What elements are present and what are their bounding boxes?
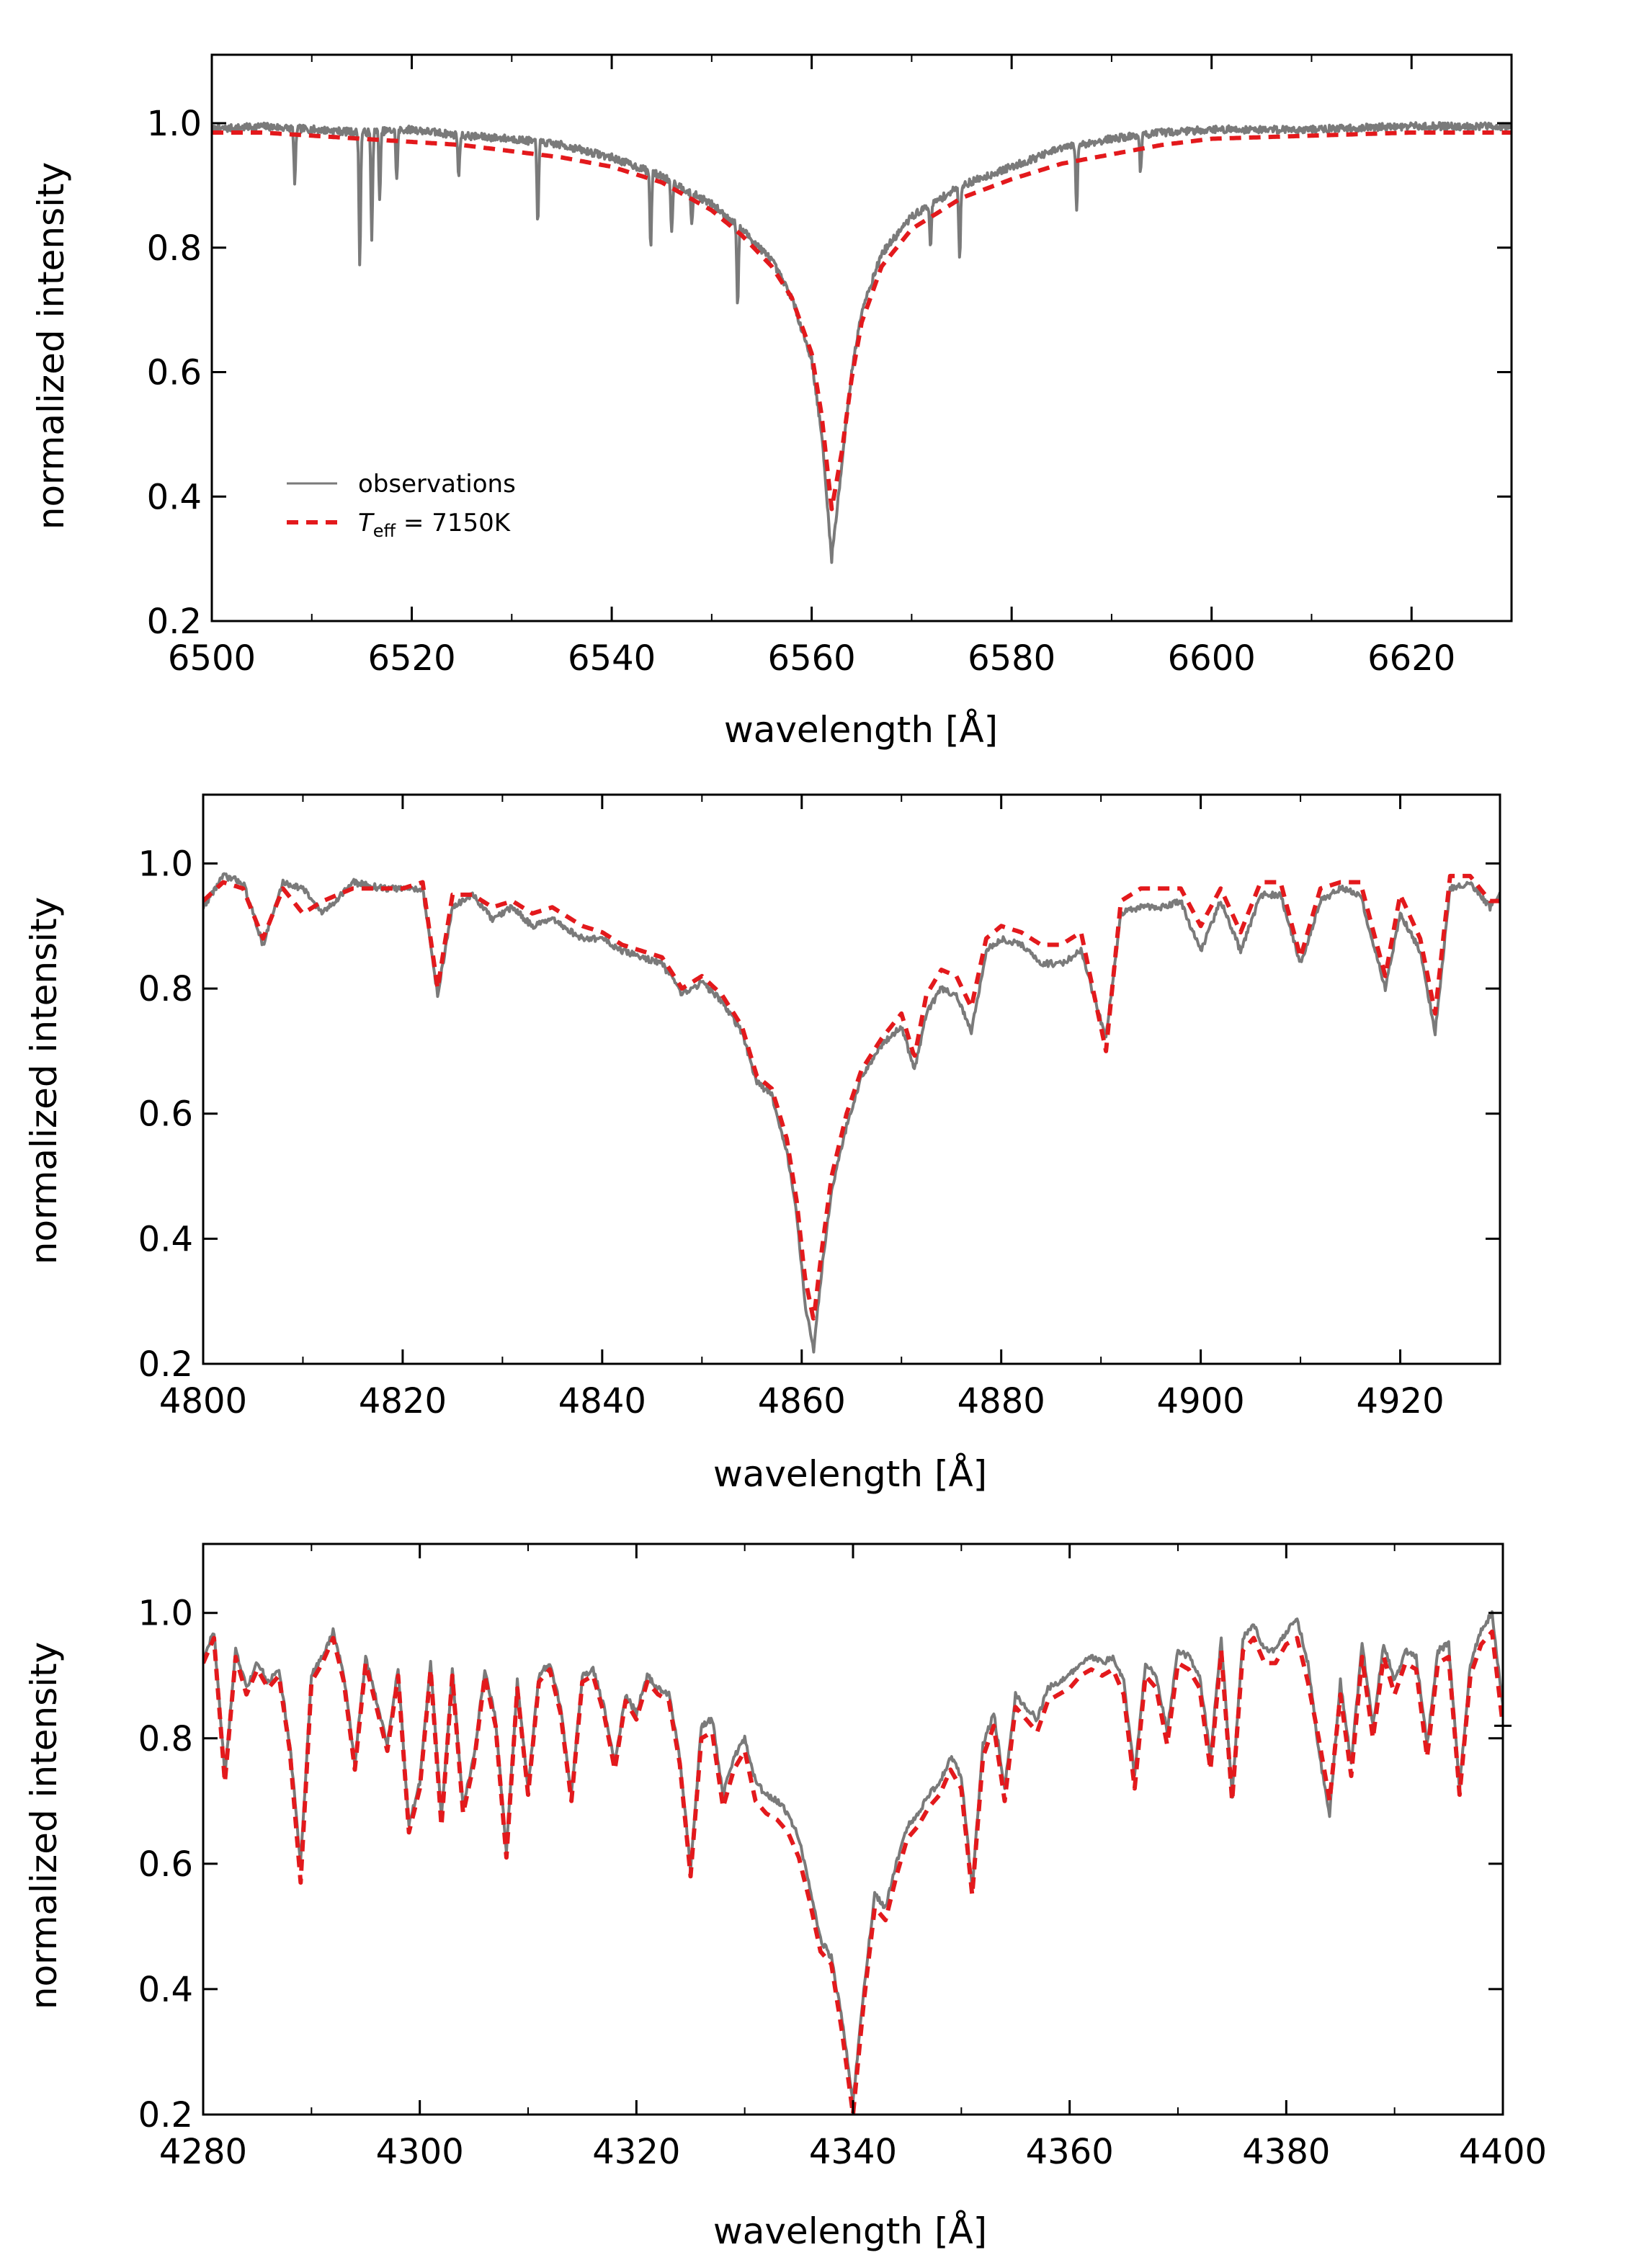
y-tick-label: 0.2: [138, 2095, 193, 2135]
series-observations-line: [203, 872, 1500, 1354]
legend-observations-label: observations: [358, 470, 516, 499]
x-tick-label: 4880: [957, 1381, 1045, 1421]
x-axis-title: wavelength [Å]: [724, 709, 998, 751]
x-tick-label: 4400: [1459, 2132, 1547, 2172]
plot-frame: [210, 53, 1513, 622]
x-tick-label: 4380: [1242, 2132, 1330, 2172]
series-model-line: [203, 1629, 1503, 2115]
x-tick-label: 6600: [1168, 638, 1256, 679]
y-axis-title: normalized intensity: [23, 1642, 65, 2010]
y-tick-label: 0.6: [138, 1844, 193, 1885]
x-axis-title: wavelength [Å]: [713, 2210, 987, 2252]
legend: observations Teff = 7150K: [287, 470, 516, 541]
series-model-line: [212, 130, 1512, 512]
y-tick-label: 1.0: [147, 104, 202, 144]
x-tick-label: 6580: [968, 638, 1055, 679]
x-tick-label: 6620: [1367, 638, 1455, 679]
plot-frame: [202, 793, 1501, 1365]
x-tick-label: 4320: [592, 2132, 680, 2172]
x-tick-label: 4840: [558, 1381, 646, 1421]
panel-h-beta: normalized intensity wavelength [Å] 4800…: [23, 793, 1501, 1495]
series-observations-line: [212, 121, 1512, 564]
x-tick-label: 6520: [367, 638, 455, 679]
x-axis-title: wavelength [Å]: [713, 1453, 987, 1495]
y-tick-label: 0.6: [138, 1094, 193, 1135]
legend-model-subscript: eff: [373, 521, 396, 541]
x-tick-label: 4900: [1157, 1381, 1245, 1421]
series-group: [212, 121, 1512, 564]
x-tick-label: 4920: [1356, 1381, 1444, 1421]
y-tick-label: 1.0: [138, 1594, 193, 1634]
series-model-line: [203, 873, 1500, 1321]
y-axis-title: normalized intensity: [23, 897, 65, 1265]
y-tick-label: 0.8: [147, 228, 202, 269]
x-tick-label: 6540: [568, 638, 656, 679]
y-tick-label: 0.8: [138, 969, 193, 1009]
y-tick-label: 0.2: [138, 1344, 193, 1385]
panel-h-alpha: normalized intensity wavelength [Å] obse…: [30, 53, 1513, 751]
x-tick-label: 4300: [376, 2132, 464, 2172]
panel-h-gamma: normalized intensity wavelength [Å] 4280…: [23, 1542, 1547, 2252]
y-tick-label: 0.8: [138, 1719, 193, 1759]
legend-model-value: = 7150K: [396, 509, 512, 537]
y-tick-label: 0.4: [147, 477, 202, 517]
x-tick-label: 4360: [1026, 2132, 1114, 2172]
y-tick-label: 0.4: [138, 1219, 193, 1259]
legend-model-symbol: T: [358, 509, 375, 537]
y-tick-label: 0.6: [147, 353, 202, 393]
x-tick-label: 4800: [159, 1381, 247, 1421]
x-tick-label: 4820: [359, 1381, 447, 1421]
legend-model-label: Teff = 7150K: [358, 509, 512, 541]
x-tick-label: 6560: [768, 638, 856, 679]
x-tick-label: 4280: [159, 2132, 247, 2172]
x-tick-label: 4860: [758, 1381, 846, 1421]
y-tick-label: 0.4: [138, 1970, 193, 2010]
y-tick-label: 0.2: [147, 602, 202, 642]
series-group: [203, 872, 1500, 1354]
y-axis-title: normalized intensity: [30, 162, 72, 530]
x-tick-label: 6500: [168, 638, 256, 679]
y-tick-label: 1.0: [138, 844, 193, 884]
x-tick-label: 4340: [809, 2132, 897, 2172]
